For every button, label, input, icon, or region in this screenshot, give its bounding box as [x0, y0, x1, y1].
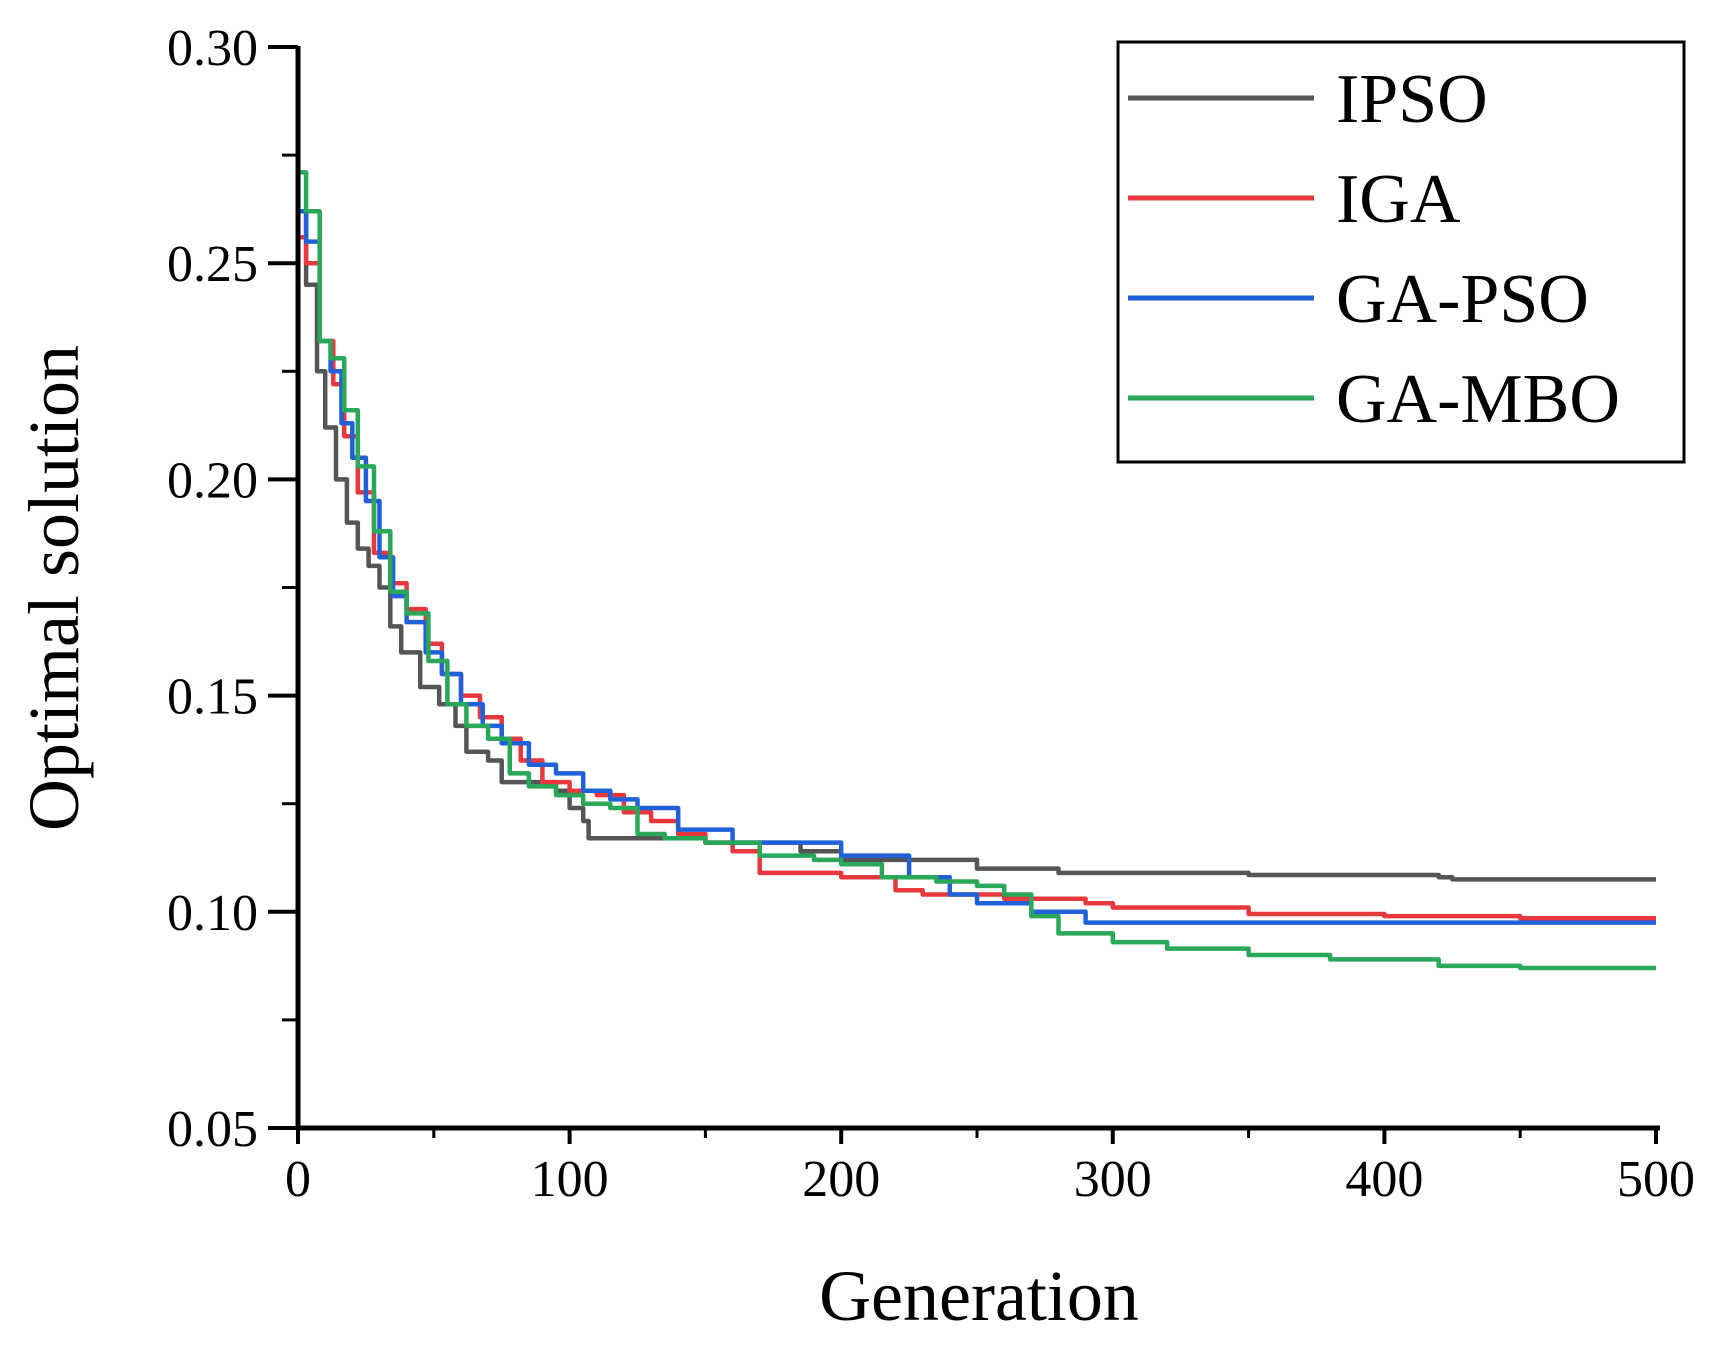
series-layer	[298, 170, 1656, 971]
x-tick-label: 400	[1345, 1151, 1423, 1208]
legend-items: IPSO IGA GA-PSO GA-MBO	[1128, 61, 1620, 438]
series-line-ipso	[298, 209, 1656, 882]
y-tick-label: 0.25	[167, 236, 258, 293]
legend-label: GA-MBO	[1336, 361, 1620, 438]
y-tick-label: 0.10	[167, 885, 258, 942]
y-axis-title: Optimal solution	[14, 345, 94, 831]
ticks-layer: 0 100 200 300 400 500 0.05 0.10 0.15 0.20 0.25 0.30	[167, 20, 1695, 1208]
series-line-ga-mbo	[298, 170, 1656, 971]
x-tick-label: 500	[1617, 1151, 1695, 1208]
x-axis-title: Generation	[819, 1256, 1139, 1336]
legend-box	[1116, 40, 1686, 464]
legend-label: IPSO	[1336, 61, 1488, 138]
x-tick-label: 0	[285, 1151, 311, 1208]
y-tick-label: 0.15	[167, 669, 258, 726]
y-tick-label: 0.05	[167, 1101, 258, 1158]
legend-label: GA-PSO	[1336, 261, 1589, 338]
y-tick-label: 0.20	[167, 452, 258, 509]
x-tick-label: 300	[1074, 1151, 1152, 1208]
y-tick-label: 0.30	[167, 20, 258, 77]
legend-label: IGA	[1336, 161, 1461, 238]
x-tick-label: 100	[531, 1151, 609, 1208]
legend: IPSO IGA GA-PSO GA-MBO	[1116, 40, 1686, 464]
x-tick-label: 200	[802, 1151, 880, 1208]
series-line-ga-pso	[298, 209, 1656, 925]
